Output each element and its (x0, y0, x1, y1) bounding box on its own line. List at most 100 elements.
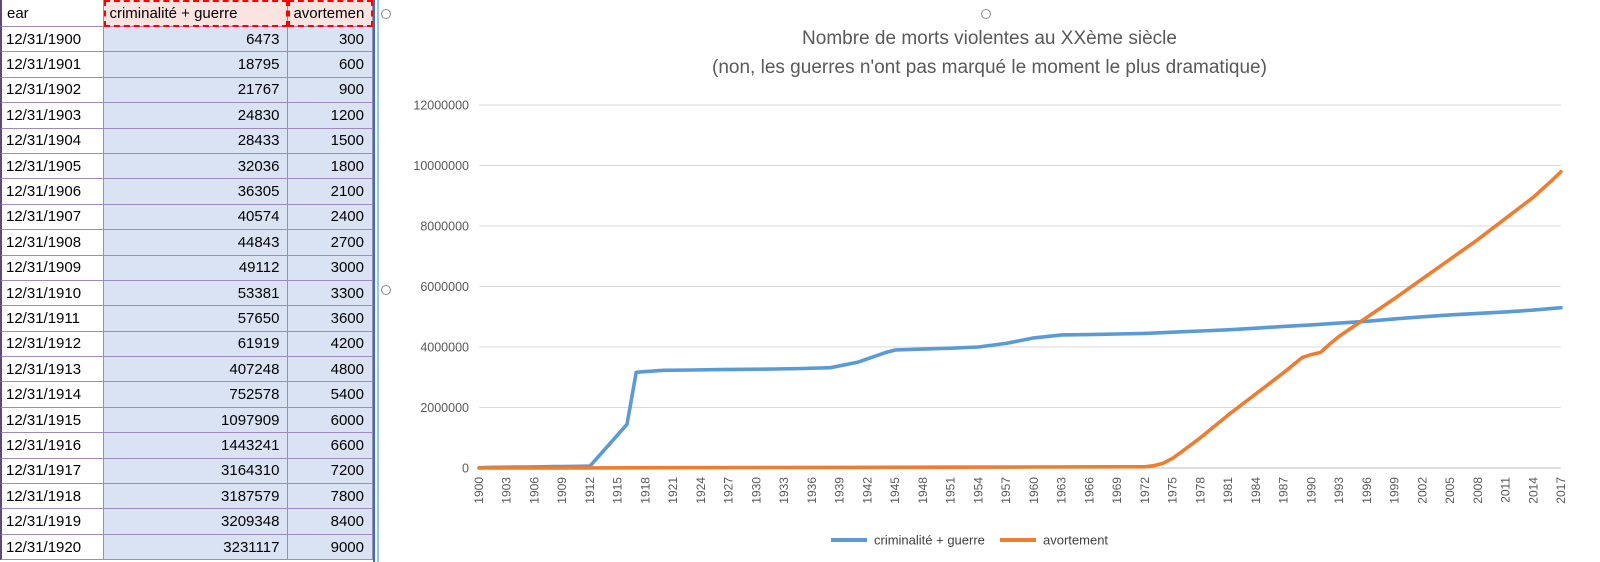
date-cell[interactable]: 12/31/1911 (0, 306, 105, 332)
chart-object[interactable]: Nombre de morts violentes au XXème siècl… (377, 0, 1600, 562)
x-axis-label: 1978 (1193, 477, 1207, 504)
avortement-cell[interactable]: 9000 (288, 534, 373, 561)
date-cell[interactable]: 12/31/1920 (0, 534, 105, 561)
date-cell[interactable]: 12/31/1907 (0, 204, 105, 231)
x-axis-label: 1987 (1277, 477, 1291, 504)
criminalite-cell[interactable]: 3187579 (104, 484, 289, 510)
table-row: 12/31/1913 407248 4800 (0, 357, 373, 383)
avortement-cell[interactable]: 6000 (288, 407, 373, 434)
avortement-cell[interactable]: 4800 (288, 357, 373, 383)
date-cell[interactable]: 12/31/1904 (0, 128, 105, 154)
avortement-cell[interactable]: 2100 (288, 179, 373, 205)
chart-resize-handle-middle-left[interactable] (381, 285, 391, 295)
table-row: 12/31/1911 57650 3600 (0, 306, 373, 332)
avortement-cell[interactable]: 8400 (288, 509, 373, 535)
avortement-cell[interactable]: 7800 (288, 484, 373, 510)
table-row: 12/31/1915 1097909 6000 (0, 407, 373, 434)
date-cell[interactable]: 12/31/1918 (0, 484, 105, 510)
x-axis-label: 1972 (1138, 477, 1152, 504)
date-cell[interactable]: 12/31/1906 (0, 179, 105, 205)
date-cell[interactable]: 12/31/1919 (0, 509, 105, 535)
criminalite-cell[interactable]: 752578 (104, 382, 289, 408)
avortement-cell[interactable]: 1500 (288, 128, 373, 154)
date-cell[interactable]: 12/31/1900 (0, 27, 105, 53)
table-row: 12/31/1900 6473 300 (0, 27, 373, 53)
x-axis-label: 1963 (1055, 477, 1069, 504)
criminalite-cell[interactable]: 21767 (104, 77, 289, 104)
x-axis-label: 1939 (833, 477, 847, 504)
chart-resize-handle-top-center[interactable] (981, 9, 991, 19)
table-row: 12/31/1914 752578 5400 (0, 382, 373, 408)
criminalite-cell[interactable]: 28433 (104, 128, 289, 154)
date-cell[interactable]: 12/31/1909 (0, 255, 105, 281)
criminalite-cell[interactable]: 44843 (104, 230, 289, 256)
chart-resize-handle-top-left[interactable] (381, 9, 391, 19)
table-row: 12/31/1917 3164310 7200 (0, 458, 373, 485)
x-axis-label: 1930 (749, 477, 763, 504)
avortement-cell[interactable]: 1800 (288, 153, 373, 180)
column-header-2[interactable]: avortemen (288, 0, 373, 27)
criminalite-cell[interactable]: 49112 (104, 255, 289, 281)
table-row: 12/31/1918 3187579 7800 (0, 484, 373, 510)
criminalite-cell[interactable]: 53381 (104, 280, 289, 307)
date-cell[interactable]: 12/31/1903 (0, 103, 105, 129)
column-header-1[interactable]: criminalité + guerre (104, 0, 289, 27)
avortement-cell[interactable]: 3600 (288, 306, 373, 332)
x-axis-label: 1933 (777, 477, 791, 504)
x-axis-label: 1900 (472, 477, 486, 504)
x-axis-label: 1942 (860, 477, 874, 504)
column-header-0[interactable]: ear (0, 0, 105, 27)
criminalite-cell[interactable]: 6473 (104, 27, 289, 53)
avortement-cell[interactable]: 900 (288, 77, 373, 104)
avortement-cell[interactable]: 3300 (288, 280, 373, 307)
criminalite-cell[interactable]: 407248 (104, 357, 289, 383)
criminalite-cell[interactable]: 18795 (104, 52, 289, 78)
x-axis-label: 1927 (722, 477, 736, 504)
criminalite-cell[interactable]: 1443241 (104, 433, 289, 459)
date-cell[interactable]: 12/31/1916 (0, 433, 105, 459)
avortement-cell[interactable]: 600 (288, 52, 373, 78)
date-cell[interactable]: 12/31/1915 (0, 407, 105, 434)
avortement-cell[interactable]: 6600 (288, 433, 373, 459)
avortement-cell[interactable]: 2700 (288, 230, 373, 256)
x-axis-label: 2008 (1471, 477, 1485, 504)
avortement-cell[interactable]: 5400 (288, 382, 373, 408)
chart-subtitle: (non, les guerres n'ont pas marqué le mo… (712, 57, 1267, 78)
series-line-1[interactable] (477, 169, 1563, 470)
date-cell[interactable]: 12/31/1905 (0, 153, 105, 180)
series-line-0[interactable] (477, 305, 1563, 470)
date-cell[interactable]: 12/31/1912 (0, 331, 105, 358)
avortement-cell[interactable]: 300 (288, 27, 373, 53)
criminalite-cell[interactable]: 57650 (104, 306, 289, 332)
criminalite-cell[interactable]: 24830 (104, 103, 289, 129)
avortement-cell[interactable]: 3000 (288, 255, 373, 281)
criminalite-cell[interactable]: 36305 (104, 179, 289, 205)
date-cell[interactable]: 12/31/1908 (0, 230, 105, 256)
avortement-cell[interactable]: 2400 (288, 204, 373, 231)
x-axis-label: 1903 (500, 477, 514, 504)
criminalite-cell[interactable]: 61919 (104, 331, 289, 358)
date-cell[interactable]: 12/31/1902 (0, 77, 105, 104)
x-axis-label: 1921 (666, 477, 680, 504)
date-cell[interactable]: 12/31/1917 (0, 458, 105, 485)
x-axis-label: 1915 (611, 477, 625, 504)
criminalite-cell[interactable]: 3231117 (104, 534, 289, 561)
criminalite-cell[interactable]: 3209348 (104, 509, 289, 535)
y-axis-label: 10000000 (413, 159, 469, 173)
date-cell[interactable]: 12/31/1913 (0, 357, 105, 383)
criminalite-cell[interactable]: 3164310 (104, 458, 289, 485)
criminalite-cell[interactable]: 32036 (104, 153, 289, 180)
date-cell[interactable]: 12/31/1914 (0, 382, 105, 408)
y-axis-label: 2000000 (420, 401, 469, 415)
avortement-cell[interactable]: 4200 (288, 331, 373, 358)
legend-label-0[interactable]: criminalité + guerre (874, 533, 985, 548)
table-row: 12/31/1904 28433 1500 (0, 128, 373, 154)
avortement-cell[interactable]: 7200 (288, 458, 373, 485)
avortement-cell[interactable]: 1200 (288, 103, 373, 129)
legend-label-1[interactable]: avortement (1043, 533, 1108, 548)
date-cell[interactable]: 12/31/1901 (0, 52, 105, 78)
criminalite-cell[interactable]: 40574 (104, 204, 289, 231)
chart-title: Nombre de morts violentes au XXème siècl… (802, 28, 1177, 49)
criminalite-cell[interactable]: 1097909 (104, 407, 289, 434)
date-cell[interactable]: 12/31/1910 (0, 280, 105, 307)
